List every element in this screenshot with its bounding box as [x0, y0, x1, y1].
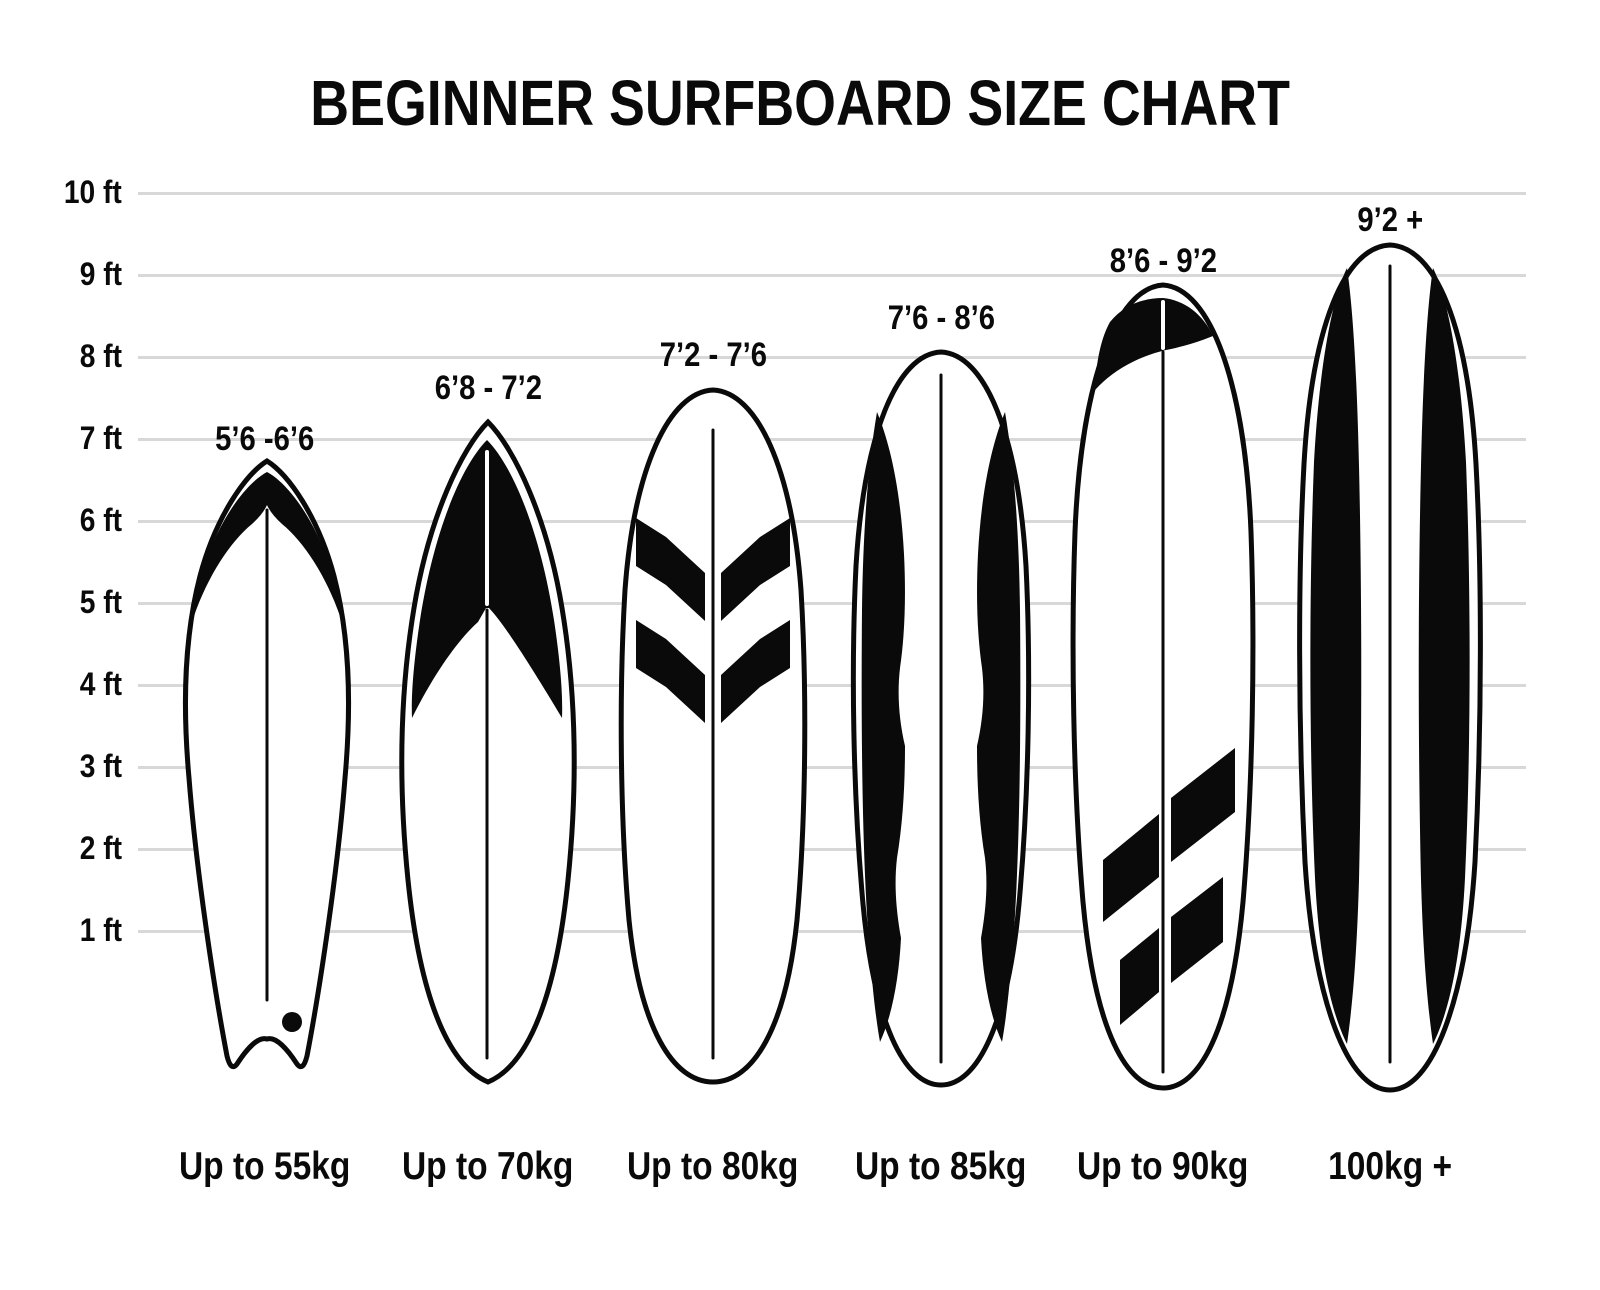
- axis-tick-9ft: 9 ft: [79, 256, 122, 292]
- gridline-8ft: [138, 356, 1526, 359]
- gridline-5ft: [138, 602, 1526, 605]
- weight-label-4: Up to 85kg: [855, 1145, 1027, 1188]
- gridline-7ft: [138, 438, 1526, 441]
- gridline-2ft: [138, 848, 1526, 851]
- weight-label-5: Up to 90kg: [1077, 1145, 1249, 1188]
- axis-tick-10ft: 10 ft: [64, 174, 122, 210]
- fish-surfboard-icon: [182, 458, 352, 1070]
- axis-tick-4ft: 4 ft: [79, 666, 122, 702]
- weight-label-6: 100kg +: [1327, 1145, 1452, 1188]
- axis-tick-3ft: 3 ft: [79, 748, 122, 784]
- page-title: BEGINNER SURFBOARD SIZE CHART: [310, 67, 1290, 139]
- egg-surfboard-icon: [618, 387, 808, 1085]
- funboard-icon: [850, 349, 1032, 1088]
- longboard-icon: [1297, 242, 1483, 1093]
- size-label-4: 7’6 - 8’6: [887, 299, 995, 337]
- gridline-6ft: [138, 520, 1526, 523]
- axis-tick-7ft: 7 ft: [79, 420, 122, 456]
- size-label-6: 9’2 +: [1357, 201, 1423, 239]
- weight-label-3: Up to 80kg: [627, 1145, 799, 1188]
- axis-tick-2ft: 2 ft: [79, 830, 122, 866]
- size-label-5: 8’6 - 9’2: [1109, 242, 1217, 280]
- weight-label-2: Up to 70kg: [402, 1145, 574, 1188]
- size-label-3: 7’2 - 7’6: [659, 336, 767, 374]
- axis-tick-8ft: 8 ft: [79, 338, 122, 374]
- gridline-10ft: [138, 192, 1526, 195]
- weight-label-1: Up to 55kg: [179, 1145, 351, 1188]
- shortboard-icon: [399, 418, 577, 1085]
- gridline-1ft: [138, 930, 1526, 933]
- midlength-surfboard-icon: [1070, 282, 1256, 1091]
- leash-plug-dot: [282, 1012, 302, 1032]
- gridline-3ft: [138, 766, 1526, 769]
- axis-tick-6ft: 6 ft: [79, 502, 122, 538]
- gridline-4ft: [138, 684, 1526, 687]
- axis-tick-1ft: 1 ft: [79, 912, 122, 948]
- gridline-9ft: [138, 274, 1526, 277]
- size-label-2: 6’8 - 7’2: [434, 369, 542, 407]
- size-label-1: 5’6 -6’6: [215, 420, 315, 458]
- axis-tick-5ft: 5 ft: [79, 584, 122, 620]
